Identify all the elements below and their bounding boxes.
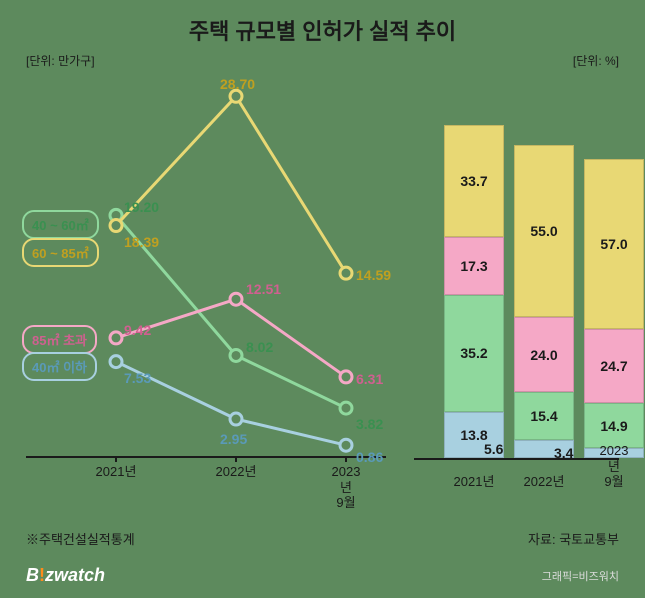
line-value-label: 8.02 (246, 339, 273, 355)
bar-x-tick: 2021년 (454, 474, 495, 490)
line-legend-label: 85㎡ 초과 (22, 325, 97, 354)
bar-segment: 33.7 (444, 125, 504, 237)
line-x-tick: 2023년 9월 (326, 464, 366, 511)
line-value-label: 6.31 (356, 371, 383, 387)
bar-segment-label: 3.4 (554, 445, 573, 461)
bar-segment: 35.2 (444, 295, 504, 412)
line-chart-container: 2021년2022년2023년 9월19.208.023.8240 ~ 60㎡1… (26, 70, 386, 490)
line-chart-svg (26, 70, 386, 490)
bar-segment: 55.0 (514, 145, 574, 317)
source-text: 자료: 국토교통부 (528, 529, 619, 548)
bar-x-tick: 2022년 (524, 474, 565, 490)
line-legend-label: 60 ~ 85㎡ (22, 238, 99, 267)
bar-chart-baseline (414, 458, 619, 460)
bar-segment: 15.4 (514, 392, 574, 440)
bar-segment: 24.0 (514, 317, 574, 392)
brand-logo: B!zwatch (26, 565, 105, 586)
unit-right-label: [단위: %] (573, 52, 619, 69)
stacked-bar-column: 13.835.217.333.7 (444, 125, 504, 458)
line-value-label: 28.70 (220, 76, 255, 92)
stacked-bar-column: 14.924.757.0 (584, 159, 644, 458)
line-x-tick: 2022년 (216, 464, 257, 480)
credit-text: 그래픽=비즈워치 (542, 568, 619, 584)
footnote-text: ※주택건설실적통계 (26, 529, 135, 548)
line-legend-label: 40 ~ 60㎡ (22, 210, 99, 239)
bar-x-tick: 2023년 9월 (600, 443, 629, 490)
chart-title: 주택 규모별 인허가 실적 추이 (0, 0, 645, 46)
bar-segment: 17.3 (444, 237, 504, 295)
line-value-label: 7.53 (124, 370, 151, 386)
line-value-label: 3.82 (356, 416, 383, 432)
bar-segment: 57.0 (584, 159, 644, 330)
line-value-label: 9.42 (124, 322, 151, 338)
line-value-label: 18.39 (124, 234, 159, 250)
bar-segment: 14.9 (584, 403, 644, 448)
line-value-label: 0.86 (356, 449, 383, 465)
bar-segment-label: 5.6 (484, 441, 503, 457)
line-chart-baseline (26, 456, 386, 458)
line-value-label: 12.51 (246, 281, 281, 297)
line-x-tick: 2021년 (96, 464, 137, 480)
bar-segment: 24.7 (584, 329, 644, 403)
stacked-bar-column: 15.424.055.0 (514, 145, 574, 458)
stacked-bar-container: 13.835.217.333.7 2021년 5.6 15.424.055.0 2022… (414, 90, 619, 490)
unit-left-label: [단위: 만가구] (26, 52, 95, 69)
line-value-label: 19.20 (124, 199, 159, 215)
line-value-label: 14.59 (356, 267, 391, 283)
line-legend-label: 40㎡ 이하 (22, 352, 97, 381)
line-value-label: 2.95 (220, 431, 247, 447)
